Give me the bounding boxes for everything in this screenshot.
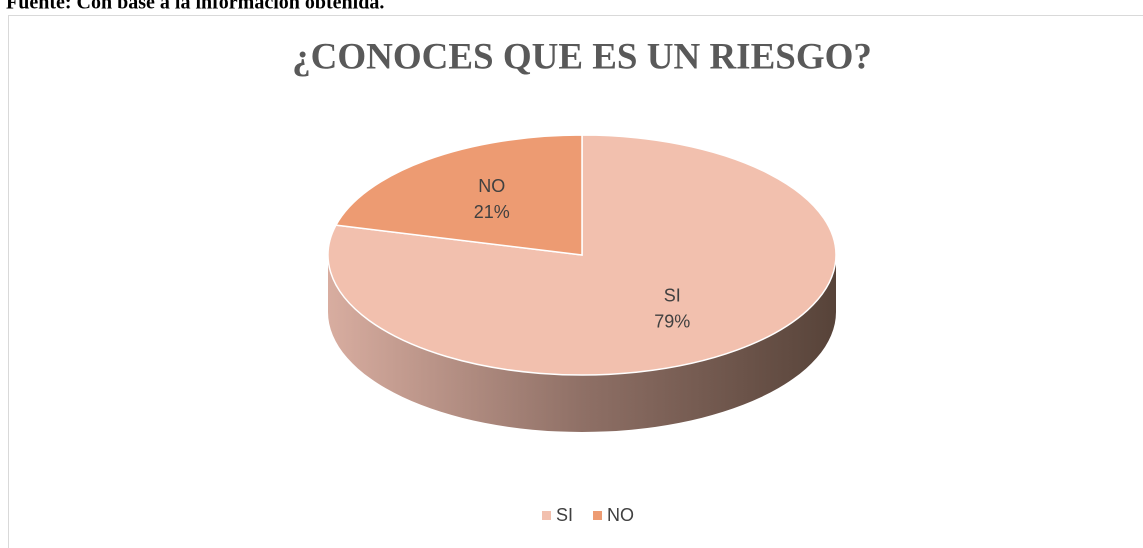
slice-category: NO bbox=[478, 176, 505, 196]
caption: Fuente: Con base a la información obteni… bbox=[6, 0, 384, 14]
slice-category: SI bbox=[664, 286, 681, 306]
legend-label: SI bbox=[556, 505, 573, 525]
legend-swatch bbox=[593, 511, 603, 520]
legend-label: NO bbox=[607, 505, 634, 525]
pie-slice bbox=[334, 134, 583, 256]
slice-value-label: 79% bbox=[654, 312, 690, 332]
pie-side bbox=[328, 255, 836, 432]
chart-title: ¿CONOCES QUE ES UN RIESGO? bbox=[292, 36, 872, 77]
slice-value-label: 21% bbox=[474, 202, 510, 222]
legend-swatch bbox=[542, 511, 551, 520]
